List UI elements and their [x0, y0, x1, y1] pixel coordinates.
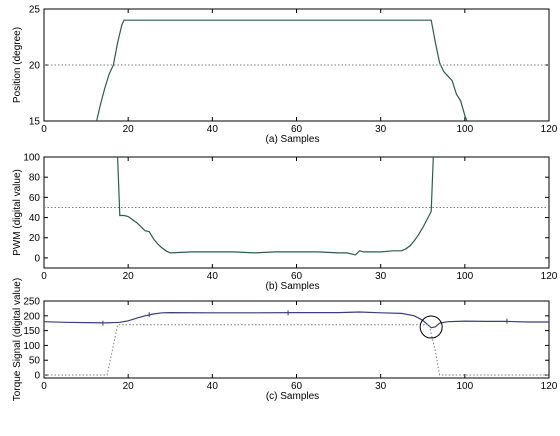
x-tick-label-c: 100 — [456, 381, 473, 392]
x-tick-label-c: 60 — [291, 381, 303, 392]
x-axis-label-c: (c) Samples — [266, 391, 319, 402]
data-line-a-0 — [96, 19, 468, 121]
y-tick-label-b: 80 — [29, 173, 41, 184]
y-tick-label-b: 0 — [34, 253, 40, 264]
data-line-c-0 — [44, 311, 549, 329]
y-tick-label-a: 20 — [29, 61, 41, 72]
annotation-circle-c — [419, 315, 443, 339]
y-tick-label-b: 60 — [29, 193, 41, 204]
y-tick-label-b: 40 — [29, 213, 41, 224]
x-tick-label-b: 100 — [456, 271, 473, 282]
x-tick-label-b: 0 — [41, 271, 47, 282]
x-tick-label-c: 0 — [41, 381, 47, 392]
x-tick-label-a: 30 — [375, 124, 387, 135]
y-tick-label-c: 150 — [23, 326, 40, 337]
x-tick-label-a: 20 — [123, 124, 135, 135]
y-tick-label-a: 25 — [29, 5, 41, 16]
y-tick-label-c: 250 — [23, 297, 40, 308]
x-tick-label-a: 60 — [291, 124, 303, 135]
y-tick-label-c: 200 — [23, 311, 40, 322]
y-tick-label-a: 15 — [29, 117, 41, 128]
x-axis-label-b: (b) Samples — [266, 281, 320, 292]
plot-frame-c — [43, 300, 550, 379]
x-tick-label-b: 40 — [207, 271, 219, 282]
x-tick-label-c: 20 — [123, 381, 135, 392]
x-tick-label-b: 20 — [123, 271, 135, 282]
y-tick-label-c: 100 — [23, 341, 40, 352]
x-tick-label-b: 60 — [291, 271, 303, 282]
data-line-b-0 — [117, 157, 434, 256]
x-tick-label-a: 0 — [41, 124, 47, 135]
x-tick-label-c: 120 — [541, 381, 558, 392]
x-tick-label-b: 30 — [375, 271, 387, 282]
x-tick-label-b: 120 — [541, 271, 558, 282]
x-tick-label-a: 100 — [456, 124, 473, 135]
reference-line-c-1 — [44, 324, 549, 376]
x-tick-label-a: 120 — [541, 124, 558, 135]
y-axis-label-c: Torque Signal (digital value) — [12, 278, 23, 401]
y-tick-label-c: 0 — [34, 371, 40, 382]
y-tick-label-c: 50 — [29, 356, 41, 367]
y-tick-label-b: 100 — [23, 153, 40, 164]
y-axis-label-a: Position (degree) — [12, 27, 23, 103]
x-tick-label-c: 40 — [207, 381, 219, 392]
x-axis-label-a: (a) Samples — [266, 134, 320, 145]
y-tick-label-b: 20 — [29, 233, 41, 244]
y-axis-label-b: PWM (digital value) — [12, 169, 23, 256]
x-tick-label-a: 40 — [207, 124, 219, 135]
x-tick-label-c: 30 — [375, 381, 387, 392]
